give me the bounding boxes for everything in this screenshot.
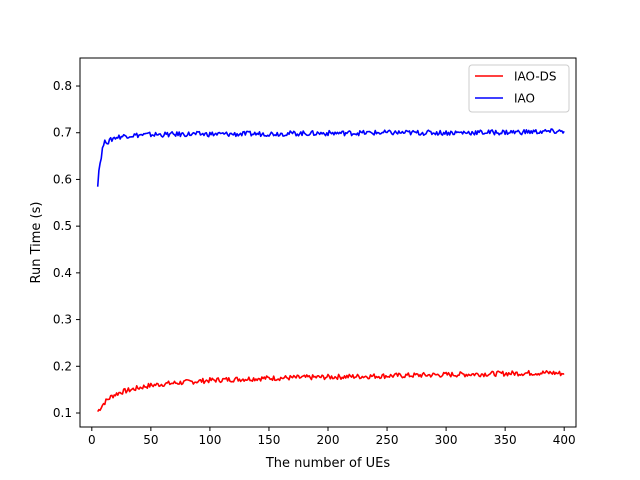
y-tick-label: 0.1: [53, 406, 72, 420]
y-tick-label: 0.4: [53, 266, 72, 280]
x-tick-label: 50: [143, 433, 158, 447]
y-tick-label: 0.2: [53, 359, 72, 373]
x-tick-label: 300: [435, 433, 458, 447]
x-axis: 0 50 100 150 200 250 300 350 400: [88, 427, 576, 447]
y-tick-label: 0.5: [53, 219, 72, 233]
x-axis-label: The number of UEs: [265, 456, 391, 471]
x-tick-label: 400: [553, 433, 576, 447]
y-tick-label: 0.3: [53, 313, 72, 327]
x-tick-label: 150: [257, 433, 280, 447]
legend-label: IAO-DS: [514, 70, 557, 84]
legend: IAO-DS IAO: [468, 64, 570, 113]
x-tick-label: 200: [317, 433, 340, 447]
lines-layer: [96, 128, 565, 413]
y-tick-label: 0.7: [53, 126, 72, 140]
y-tick-label: 0.6: [53, 172, 72, 186]
y-axis-label: Run Time (s): [29, 202, 44, 284]
y-tick-label: 0.8: [53, 79, 72, 93]
x-tick-label: 0: [88, 433, 96, 447]
x-tick-label: 250: [376, 433, 399, 447]
x-tick-label: 350: [494, 433, 517, 447]
series-line-iao-ds: [97, 369, 565, 413]
y-axis: 0.1 0.2 0.3 0.4 0.5 0.6 0.7 0.8: [53, 79, 80, 420]
legend-label: IAO: [514, 92, 535, 106]
x-tick-label: 100: [198, 433, 221, 447]
series-line-iao: [96, 128, 565, 187]
